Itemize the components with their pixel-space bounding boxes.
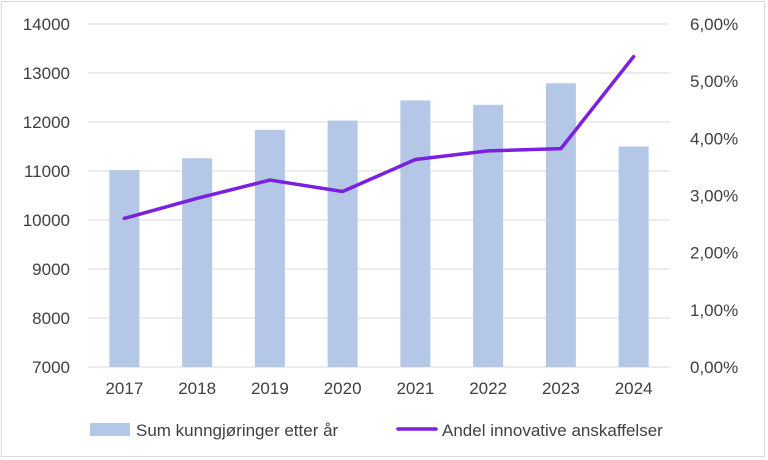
bar-2020 (327, 120, 358, 367)
bar-2024 (618, 146, 649, 367)
right-tick-label: 4,00% (690, 129, 738, 148)
bar-series (109, 83, 649, 367)
bar-2023 (545, 83, 576, 367)
left-tick-label: 12000 (23, 113, 70, 132)
x-tick-label: 2024 (615, 379, 653, 398)
legend-swatch-bar (90, 423, 130, 436)
right-tick-label: 2,00% (690, 244, 738, 263)
left-tick-label: 8000 (32, 309, 70, 328)
bar-2021 (400, 100, 431, 367)
right-tick-label: 3,00% (690, 187, 738, 206)
left-tick-label: 11000 (24, 162, 70, 181)
bar-2017 (109, 170, 140, 367)
bar-2022 (473, 104, 504, 367)
legend-label-bar: Sum kunngjøringer etter år (136, 421, 339, 440)
left-axis-ticks: 7000 8000 9000 10000 11000 12000 13000 14000 (23, 15, 70, 377)
bar-2018 (182, 158, 213, 367)
left-tick-label: 13000 (23, 64, 70, 83)
x-tick-label: 2019 (251, 379, 289, 398)
left-tick-label: 9000 (32, 260, 70, 279)
right-axis-ticks: 0,00% 1,00% 2,00% 3,00% 4,00% 5,00% 6,00% (690, 15, 738, 377)
left-tick-label: 7000 (32, 358, 70, 377)
bar-2019 (254, 129, 285, 367)
x-tick-label: 2022 (469, 379, 507, 398)
legend-label-line: Andel innovative anskaffelser (442, 421, 663, 440)
x-tick-label: 2017 (105, 379, 143, 398)
left-tick-label: 10000 (23, 211, 70, 230)
x-tick-label: 2020 (324, 379, 362, 398)
legend: Sum kunngjøringer etter år Andel innovati… (90, 421, 663, 440)
x-tick-label: 2023 (542, 379, 580, 398)
gridlines (88, 23, 670, 368)
right-tick-label: 1,00% (690, 301, 738, 320)
x-tick-label: 2018 (178, 379, 216, 398)
line-series (122, 54, 636, 221)
x-tick-label: 2021 (396, 379, 434, 398)
left-tick-label: 14000 (23, 15, 70, 34)
right-tick-label: 6,00% (690, 15, 738, 34)
x-axis-ticks: 2017 2018 2019 2020 2021 2022 2023 2024 (105, 379, 652, 398)
line-andel-innovative (122, 54, 636, 221)
right-tick-label: 0,00% (690, 358, 738, 377)
right-tick-label: 5,00% (690, 72, 738, 91)
